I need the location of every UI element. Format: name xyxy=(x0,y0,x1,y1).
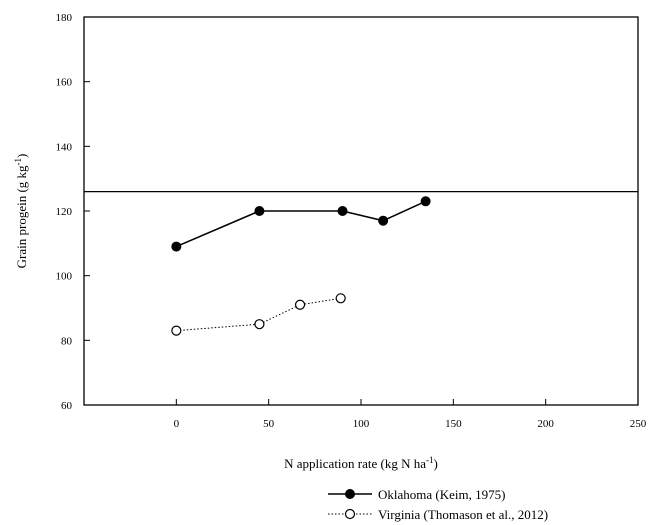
data-point-oklahoma xyxy=(420,196,431,207)
data-point-oklahoma xyxy=(254,206,265,216)
data-point-virginia xyxy=(335,293,346,304)
x-tick-label: 250 xyxy=(630,418,647,430)
plot-frame xyxy=(83,16,639,406)
x-axis-label: N application rate (kg N ha-1) xyxy=(284,455,438,471)
x-tick-label: 200 xyxy=(537,418,554,430)
data-point-oklahoma xyxy=(378,215,389,226)
legend-item-oklahoma: Oklahoma (Keim, 1975) xyxy=(328,487,505,502)
legend: Oklahoma (Keim, 1975) Virginia (Thomason… xyxy=(328,487,548,522)
y-tick-label: 140 xyxy=(56,141,73,153)
series-line-virginia xyxy=(176,297,341,332)
x-tick-label: 0 xyxy=(174,418,180,430)
x-tick-label: 100 xyxy=(353,418,370,430)
y-ticks: 60 80 100 120 140 160 180 xyxy=(56,12,90,412)
y-axis-label: Grain progein (g kg-1) xyxy=(13,154,29,269)
y-tick-label: 160 xyxy=(56,77,73,89)
legend-item-virginia: Virginia (Thomason et al., 2012) xyxy=(328,507,548,522)
legend-label-oklahoma: Oklahoma (Keim, 1975) xyxy=(378,487,505,502)
legend-marker-virginia xyxy=(344,508,356,520)
legend-label-virginia: Virginia (Thomason et al., 2012) xyxy=(378,507,548,522)
series-line-oklahoma xyxy=(176,200,426,248)
x-tick-label: 150 xyxy=(445,418,462,430)
y-tick-label: 100 xyxy=(56,271,73,283)
data-point-virginia xyxy=(294,299,306,310)
data-point-virginia xyxy=(171,325,182,336)
data-point-oklahoma xyxy=(337,206,348,216)
x-tick-label: 50 xyxy=(263,418,275,430)
legend-marker-oklahoma xyxy=(345,489,355,499)
y-tick-label: 180 xyxy=(56,12,73,24)
data-point-virginia xyxy=(254,319,265,330)
series-layer xyxy=(171,196,431,336)
x-ticks: 0 50 100 150 200 250 xyxy=(174,399,647,430)
y-tick-label: 80 xyxy=(61,335,73,347)
y-tick-label: 60 xyxy=(61,400,73,412)
data-point-oklahoma xyxy=(171,241,182,252)
y-tick-label: 120 xyxy=(56,206,73,218)
